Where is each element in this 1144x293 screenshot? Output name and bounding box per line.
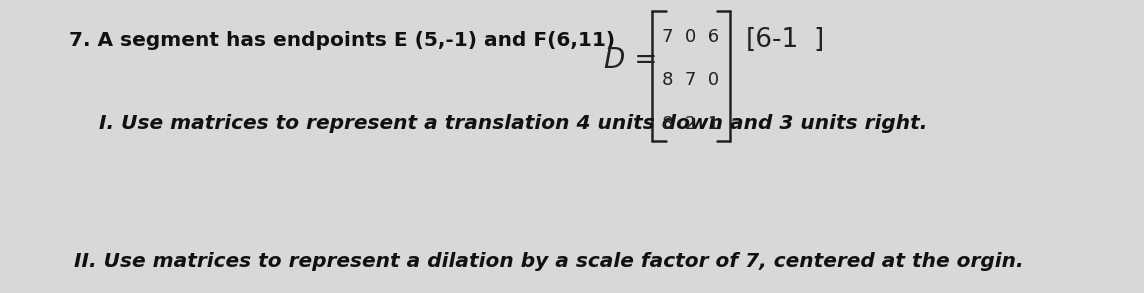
Text: 8  7  0: 8 7 0 <box>662 71 720 89</box>
Text: 8  2  1: 8 2 1 <box>662 115 720 132</box>
Text: II. Use matrices to represent a dilation by a scale factor of 7, centered at the: II. Use matrices to represent a dilation… <box>73 252 1024 271</box>
Text: [6-1: [6-1 <box>746 27 799 53</box>
Text: 7  0  6: 7 0 6 <box>662 28 720 46</box>
Text: I. Use matrices to represent a translation 4 units down and 3 units right.: I. Use matrices to represent a translati… <box>100 114 928 133</box>
Text: ]: ] <box>813 27 824 53</box>
Text: 7. A segment has endpoints E (5,-1) and F(6,11): 7. A segment has endpoints E (5,-1) and … <box>69 31 614 50</box>
Text: D =: D = <box>604 46 657 74</box>
